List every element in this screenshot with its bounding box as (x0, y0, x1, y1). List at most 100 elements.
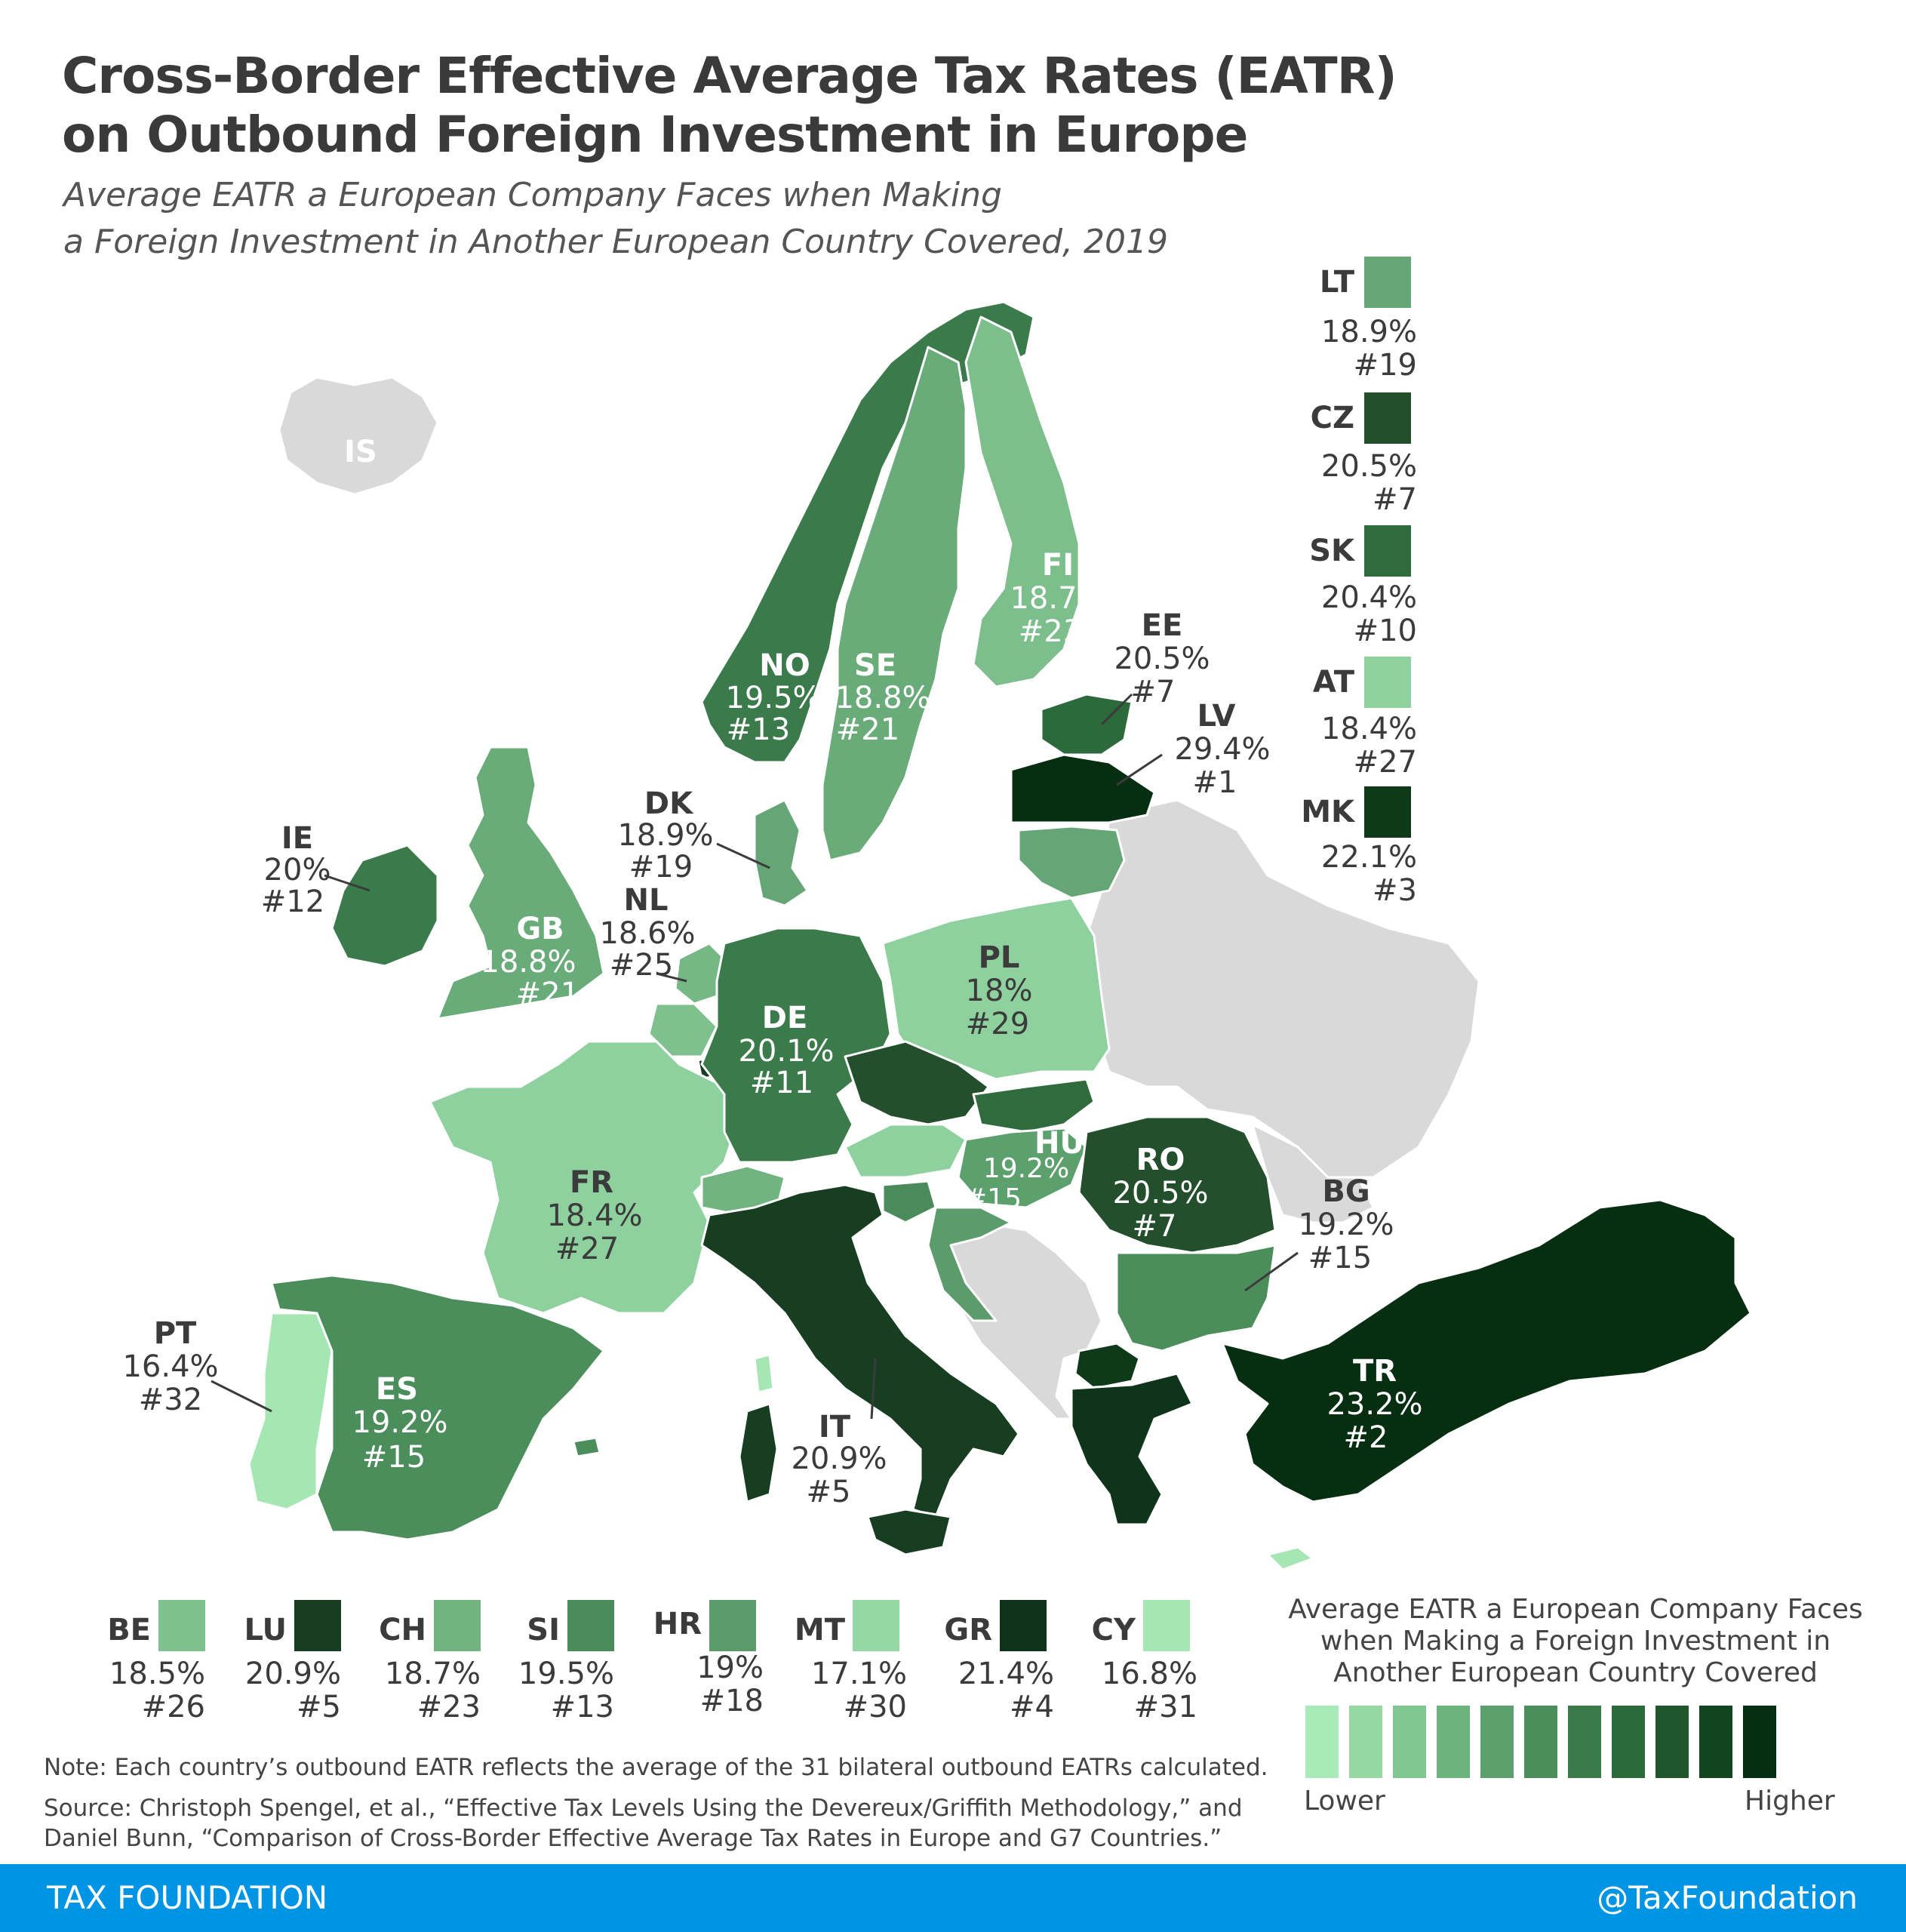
legend-code: MT (794, 1613, 845, 1647)
legend-rate: 16.8% (1101, 1657, 1197, 1691)
country-iceland (278, 376, 439, 496)
label-no-rank: #13 (727, 712, 790, 747)
label-fi-code: FI (1042, 548, 1074, 583)
footer-handle[interactable]: @TaxFoundation (1597, 1879, 1858, 1916)
swatch-mt (853, 1600, 899, 1651)
footer-brand: TAX FOUNDATION (47, 1879, 328, 1916)
label-tr-code: TR (1353, 1354, 1397, 1389)
legend-code: LT (1319, 265, 1354, 300)
label-se-rank: #21 (836, 712, 899, 747)
scale-swatch (1699, 1706, 1732, 1778)
legend-code: CY (1091, 1613, 1136, 1647)
leader-nl (656, 972, 687, 983)
leader-ie (324, 874, 370, 892)
label-tr-rate: 23.2% (1327, 1387, 1422, 1422)
europe-map: IS NO 19.5% #13 SE 18.8% #21 FI 18.7% #2… (122, 300, 1752, 1571)
label-de-rate: 20.1% (738, 1034, 834, 1069)
bottom-legend-si-values: 19.5% #13 (484, 1657, 614, 1724)
label-pt-code: PT (154, 1316, 197, 1351)
country-latvia (1010, 753, 1156, 824)
label-ie-code: IE (281, 821, 313, 856)
country-turkey (1221, 1198, 1752, 1503)
side-legend-sk: SK (1237, 534, 1354, 568)
country-estonia (1040, 693, 1133, 756)
footer-bar: TAX FOUNDATION @TaxFoundation (0, 1864, 1906, 1932)
bottom-legend-lu-values: 20.9% #5 (211, 1657, 341, 1724)
scale-swatch (1305, 1706, 1339, 1778)
swatch-sk (1364, 525, 1411, 577)
label-ee-code: EE (1142, 608, 1183, 643)
bottom-legend-si: SI (484, 1614, 560, 1647)
country-sweden (821, 346, 967, 862)
side-legend-cz: CZ (1237, 401, 1354, 435)
country-ireland (330, 844, 439, 968)
legend-rank: #4 (1010, 1690, 1054, 1724)
side-legend-at-values: 18.4% #27 (1237, 712, 1417, 779)
label-se-code: SE (854, 648, 896, 683)
swatch-si (567, 1600, 614, 1651)
scale-swatch (1743, 1706, 1776, 1778)
legend-rate: 19% (696, 1651, 764, 1685)
scale-title-line-3: Another European Country Covered (1333, 1657, 1818, 1688)
legend-code: GR (944, 1613, 992, 1647)
country-north-macedonia (1074, 1342, 1141, 1390)
chart-subtitle: Average EATR a European Company Faces wh… (63, 172, 1168, 266)
bottom-legend-mt-values: 17.1% #30 (762, 1657, 907, 1724)
legend-rank: #26 (141, 1690, 205, 1724)
scale-title-line-1: Average EATR a European Company Faces (1288, 1594, 1863, 1625)
legend-code: CH (379, 1613, 426, 1647)
side-legend-at: AT (1237, 666, 1354, 699)
legend-rate: 22.1% (1320, 840, 1417, 875)
legend-rank: #3 (1373, 873, 1417, 908)
legend-rate: 21.4% (958, 1657, 1054, 1691)
swatch-cy (1143, 1600, 1190, 1651)
country-croatia (927, 1206, 1013, 1322)
label-hu-rate: 19.2% (983, 1153, 1069, 1184)
scale-swatch (1349, 1706, 1382, 1778)
label-hu-rank: #15 (964, 1183, 1022, 1214)
label-dk-code: DK (644, 786, 694, 821)
legend-rate: 18.9% (1320, 315, 1417, 349)
label-hu-code: HU (1034, 1126, 1084, 1161)
swatch-lu (294, 1600, 341, 1651)
label-gb-code: GB (516, 912, 564, 946)
legend-rank: #30 (843, 1690, 907, 1724)
swatch-be (158, 1600, 205, 1651)
side-legend-sk-values: 20.4% #10 (1237, 581, 1417, 648)
label-ro-rank: #7 (1133, 1209, 1177, 1244)
label-fr-code: FR (570, 1165, 613, 1200)
map-labels: IS NO 19.5% #13 SE 18.8% #21 FI 18.7% #2… (122, 435, 1422, 1509)
scale-high-label: Higher (1745, 1786, 1835, 1817)
label-fr-rate: 18.4% (546, 1198, 642, 1233)
country-italy (700, 1183, 1020, 1518)
label-es-rank: #15 (362, 1440, 426, 1475)
leader-pt (211, 1380, 272, 1413)
swatch-gr (1000, 1600, 1047, 1651)
bottom-legend-hr-values: 19% #18 (626, 1651, 764, 1718)
bottom-legend-hr: HR (626, 1607, 702, 1641)
label-dk-rank: #19 (629, 850, 693, 884)
label-lv-rank: #1 (1193, 765, 1237, 800)
legend-rank: #19 (1353, 348, 1417, 383)
label-is-code: IS (344, 435, 377, 469)
leader-dk (716, 842, 770, 869)
country-hungary (957, 1127, 1088, 1209)
swatch-lt (1364, 257, 1411, 308)
bottom-legend-lu: LU (211, 1614, 287, 1647)
country-balkans-nodata (942, 1221, 1103, 1420)
legend-code: AT (1312, 665, 1354, 700)
country-great-britain (436, 746, 605, 1020)
bottom-legend-cy-values: 16.8% #31 (1053, 1657, 1197, 1724)
label-it-rank: #5 (807, 1475, 851, 1509)
bottom-legend-mt: MT (762, 1614, 845, 1647)
swatch-ch (434, 1600, 481, 1651)
label-ro-code: RO (1136, 1143, 1185, 1177)
side-legend-mk-values: 22.1% #3 (1237, 841, 1417, 907)
swatch-cz (1364, 392, 1411, 444)
chart-title: Cross-Border Effective Average Tax Rates… (62, 47, 1397, 165)
legend-rank: #27 (1353, 745, 1417, 780)
island-mallorca (572, 1436, 601, 1458)
scale-title-line-2: when Making a Foreign Investment in (1320, 1626, 1831, 1657)
island-sicily (866, 1508, 952, 1556)
country-czechia (844, 1040, 990, 1126)
